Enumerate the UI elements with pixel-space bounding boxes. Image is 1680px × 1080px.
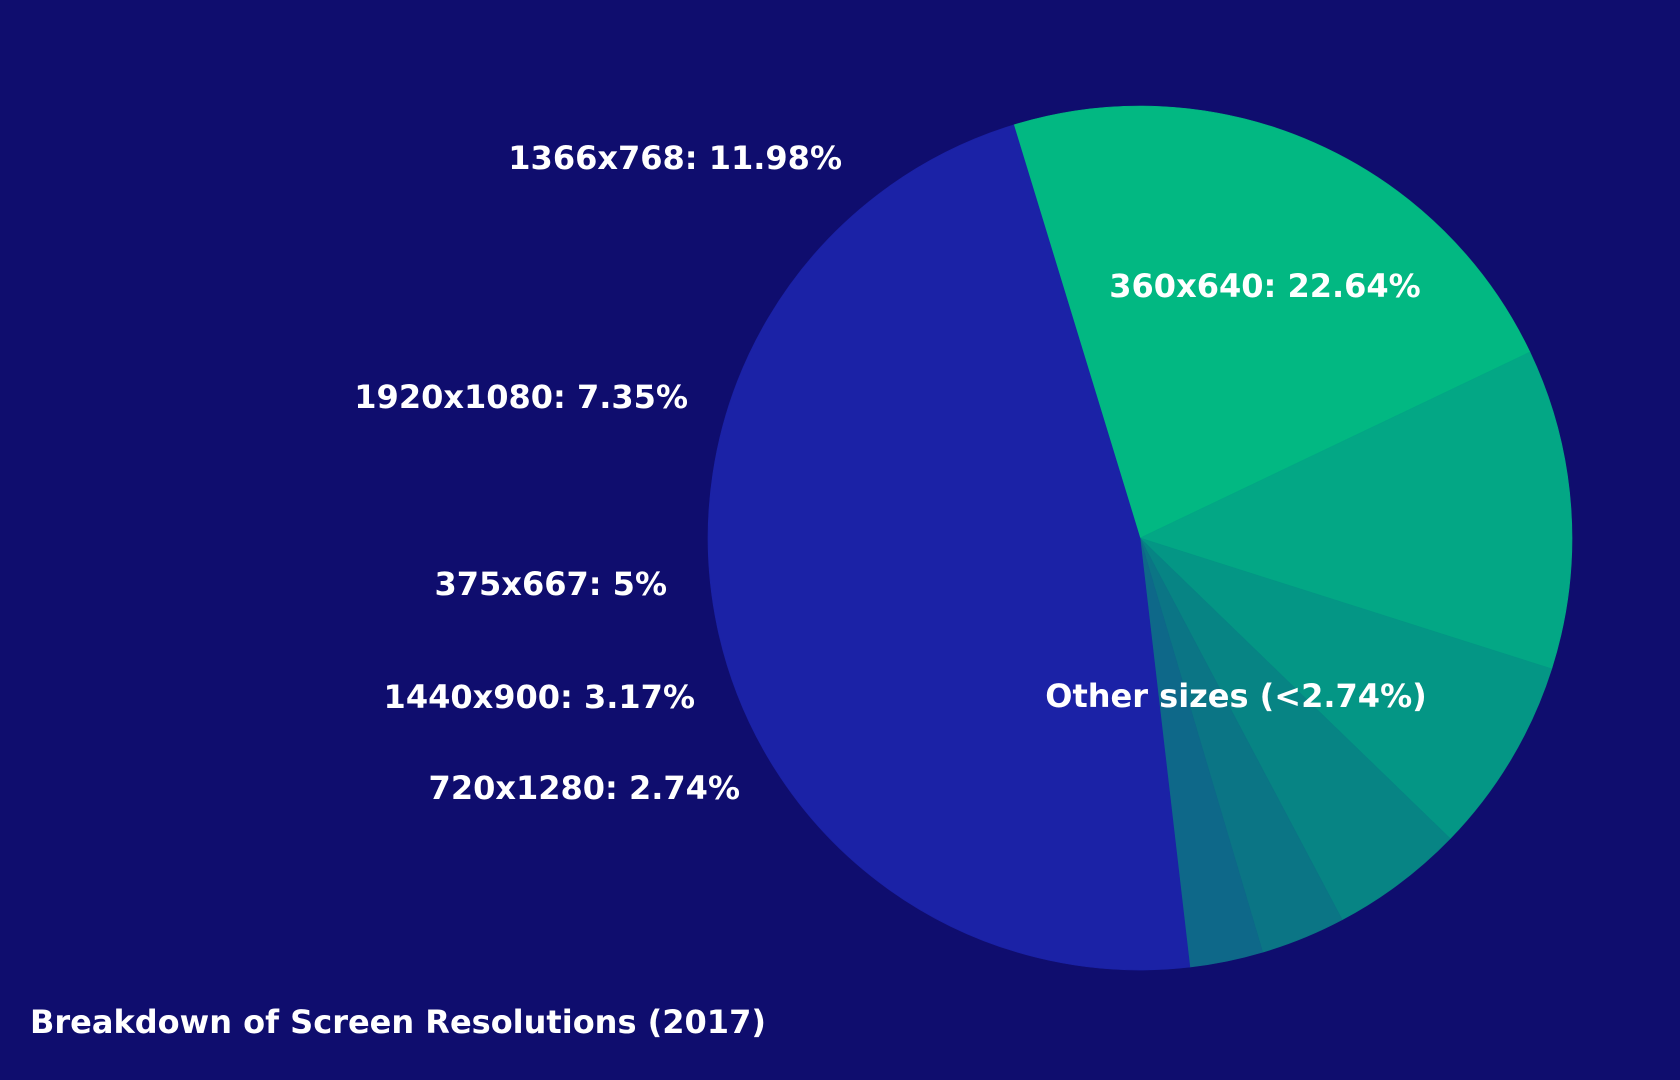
slice-label: 720x1280: 2.74% <box>429 769 740 807</box>
pie-slice <box>1139 351 1573 670</box>
slice-label: 360x640: 22.64% <box>1109 267 1420 305</box>
pie-slice <box>1013 105 1531 539</box>
slice-label: 1920x1080: 7.35% <box>354 378 688 416</box>
pie-slice <box>1139 537 1553 840</box>
pie-labels: 360x640: 22.64% 1366x768: 11.98% 1920x1080… <box>354 139 1426 807</box>
slice-label: 1440x900: 3.17% <box>384 678 695 716</box>
pie-slices <box>707 105 1573 971</box>
slice-label: 1366x768: 11.98% <box>508 139 842 177</box>
slice-label: Other sizes (<2.74%) <box>1045 677 1427 715</box>
pie-slice <box>707 124 1191 971</box>
slice-label: 375x667: 5% <box>435 565 668 603</box>
chart-title: Breakdown of Screen Resolutions (2017) <box>30 1003 766 1041</box>
